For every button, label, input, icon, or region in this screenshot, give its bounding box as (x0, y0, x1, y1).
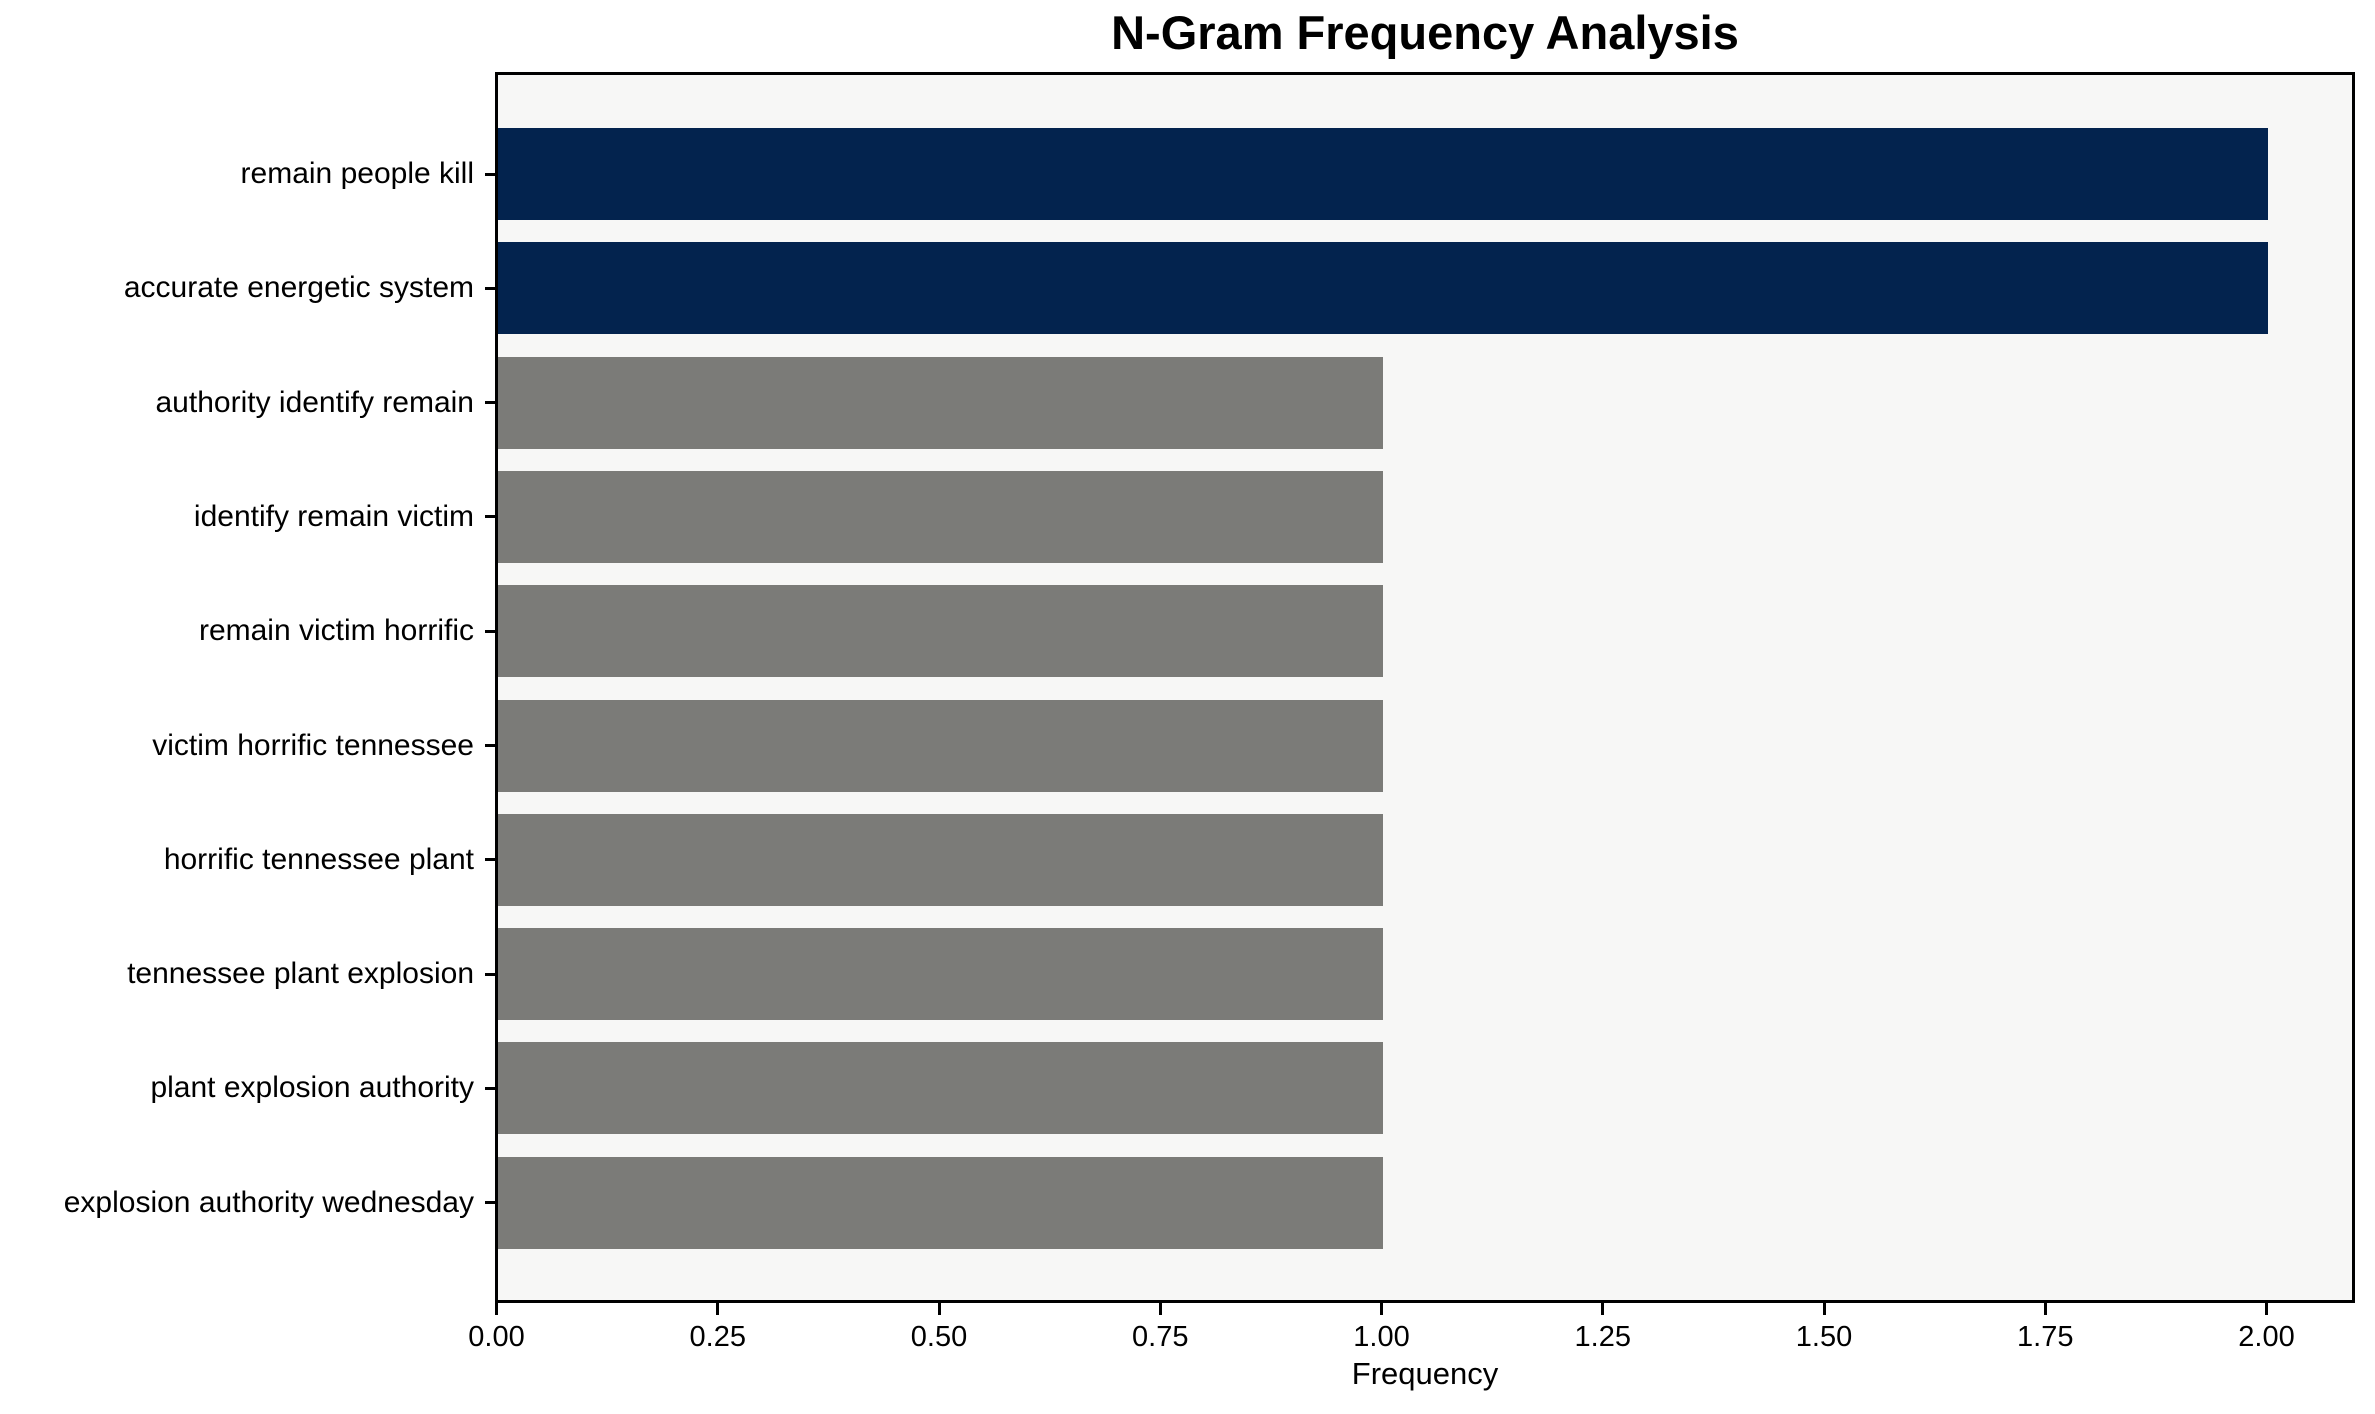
bar (498, 242, 2268, 335)
plot-area (485, 72, 2355, 1303)
x-tick-mark (716, 1303, 720, 1315)
chart-title: N-Gram Frequency Analysis (1111, 6, 1739, 59)
x-tick-mark (2265, 1303, 2268, 1315)
bar (498, 813, 1383, 906)
y-tick-mark (485, 1086, 495, 1090)
y-tick-label: identify remain victim (193, 499, 474, 533)
x-tick-mark (495, 1303, 498, 1315)
bar (498, 356, 1383, 449)
x-tick-mark (937, 1303, 941, 1315)
x-tick-label: 0.75 (1132, 1321, 1189, 1353)
x-tick-label: 2.00 (2238, 1321, 2295, 1353)
x-tick-mark (1158, 1303, 1162, 1315)
y-tick-label: victim horrific tennessee (152, 728, 474, 762)
y-tick-label: authority identify remain (155, 385, 475, 419)
bar (498, 585, 1383, 678)
x-tick-mark (1822, 1303, 1826, 1315)
y-tick-label: remain victim horrific (198, 614, 474, 648)
x-tick-label: 1.25 (1574, 1321, 1631, 1353)
y-tick-mark (485, 629, 495, 633)
y-tick-mark (485, 515, 495, 519)
x-tick-mark (1380, 1303, 1383, 1315)
y-tick-mark (485, 858, 495, 862)
x-tick-label: 0.25 (689, 1321, 746, 1353)
x-tick-mark (2043, 1303, 2047, 1315)
x-axis-label: Frequency (1351, 1356, 1499, 1391)
x-tick-label: 1.00 (1353, 1321, 1410, 1353)
y-tick-mark (485, 1201, 495, 1205)
x-tick-label: 0.50 (910, 1321, 968, 1353)
bar (498, 128, 2268, 220)
y-tick-mark (485, 744, 495, 747)
bar (498, 1156, 1383, 1249)
y-tick-label: plant explosion authority (150, 1071, 474, 1105)
x-tick-mark (1601, 1303, 1605, 1315)
bar (498, 1042, 1383, 1135)
bar (498, 928, 1383, 1021)
bar (498, 699, 1383, 792)
y-tick-mark (485, 972, 495, 976)
y-tick-mark (485, 286, 495, 290)
x-axis: 0.00 0.25 0.50 0.75 1.00 1.25 1.50 1.75 2.00 (468, 1303, 2355, 1378)
y-tick-label: accurate energetic system (123, 271, 474, 305)
bar (498, 470, 1383, 563)
x-tick-label: 0.00 (468, 1321, 525, 1353)
y-tick-mark (485, 172, 495, 176)
x-tick-label: 1.50 (1795, 1321, 1853, 1353)
y-axis-labels: remain people kill accurate energetic sys… (0, 72, 474, 1303)
y-tick-label: explosion authority wednesday (63, 1185, 474, 1219)
y-tick-label: horrific tennessee plant (163, 842, 474, 876)
y-tick-label: remain people kill (240, 157, 474, 190)
y-tick-mark (485, 401, 495, 405)
y-tick-label: tennessee plant explosion (127, 957, 474, 991)
x-tick-label: 1.75 (2017, 1321, 2074, 1353)
